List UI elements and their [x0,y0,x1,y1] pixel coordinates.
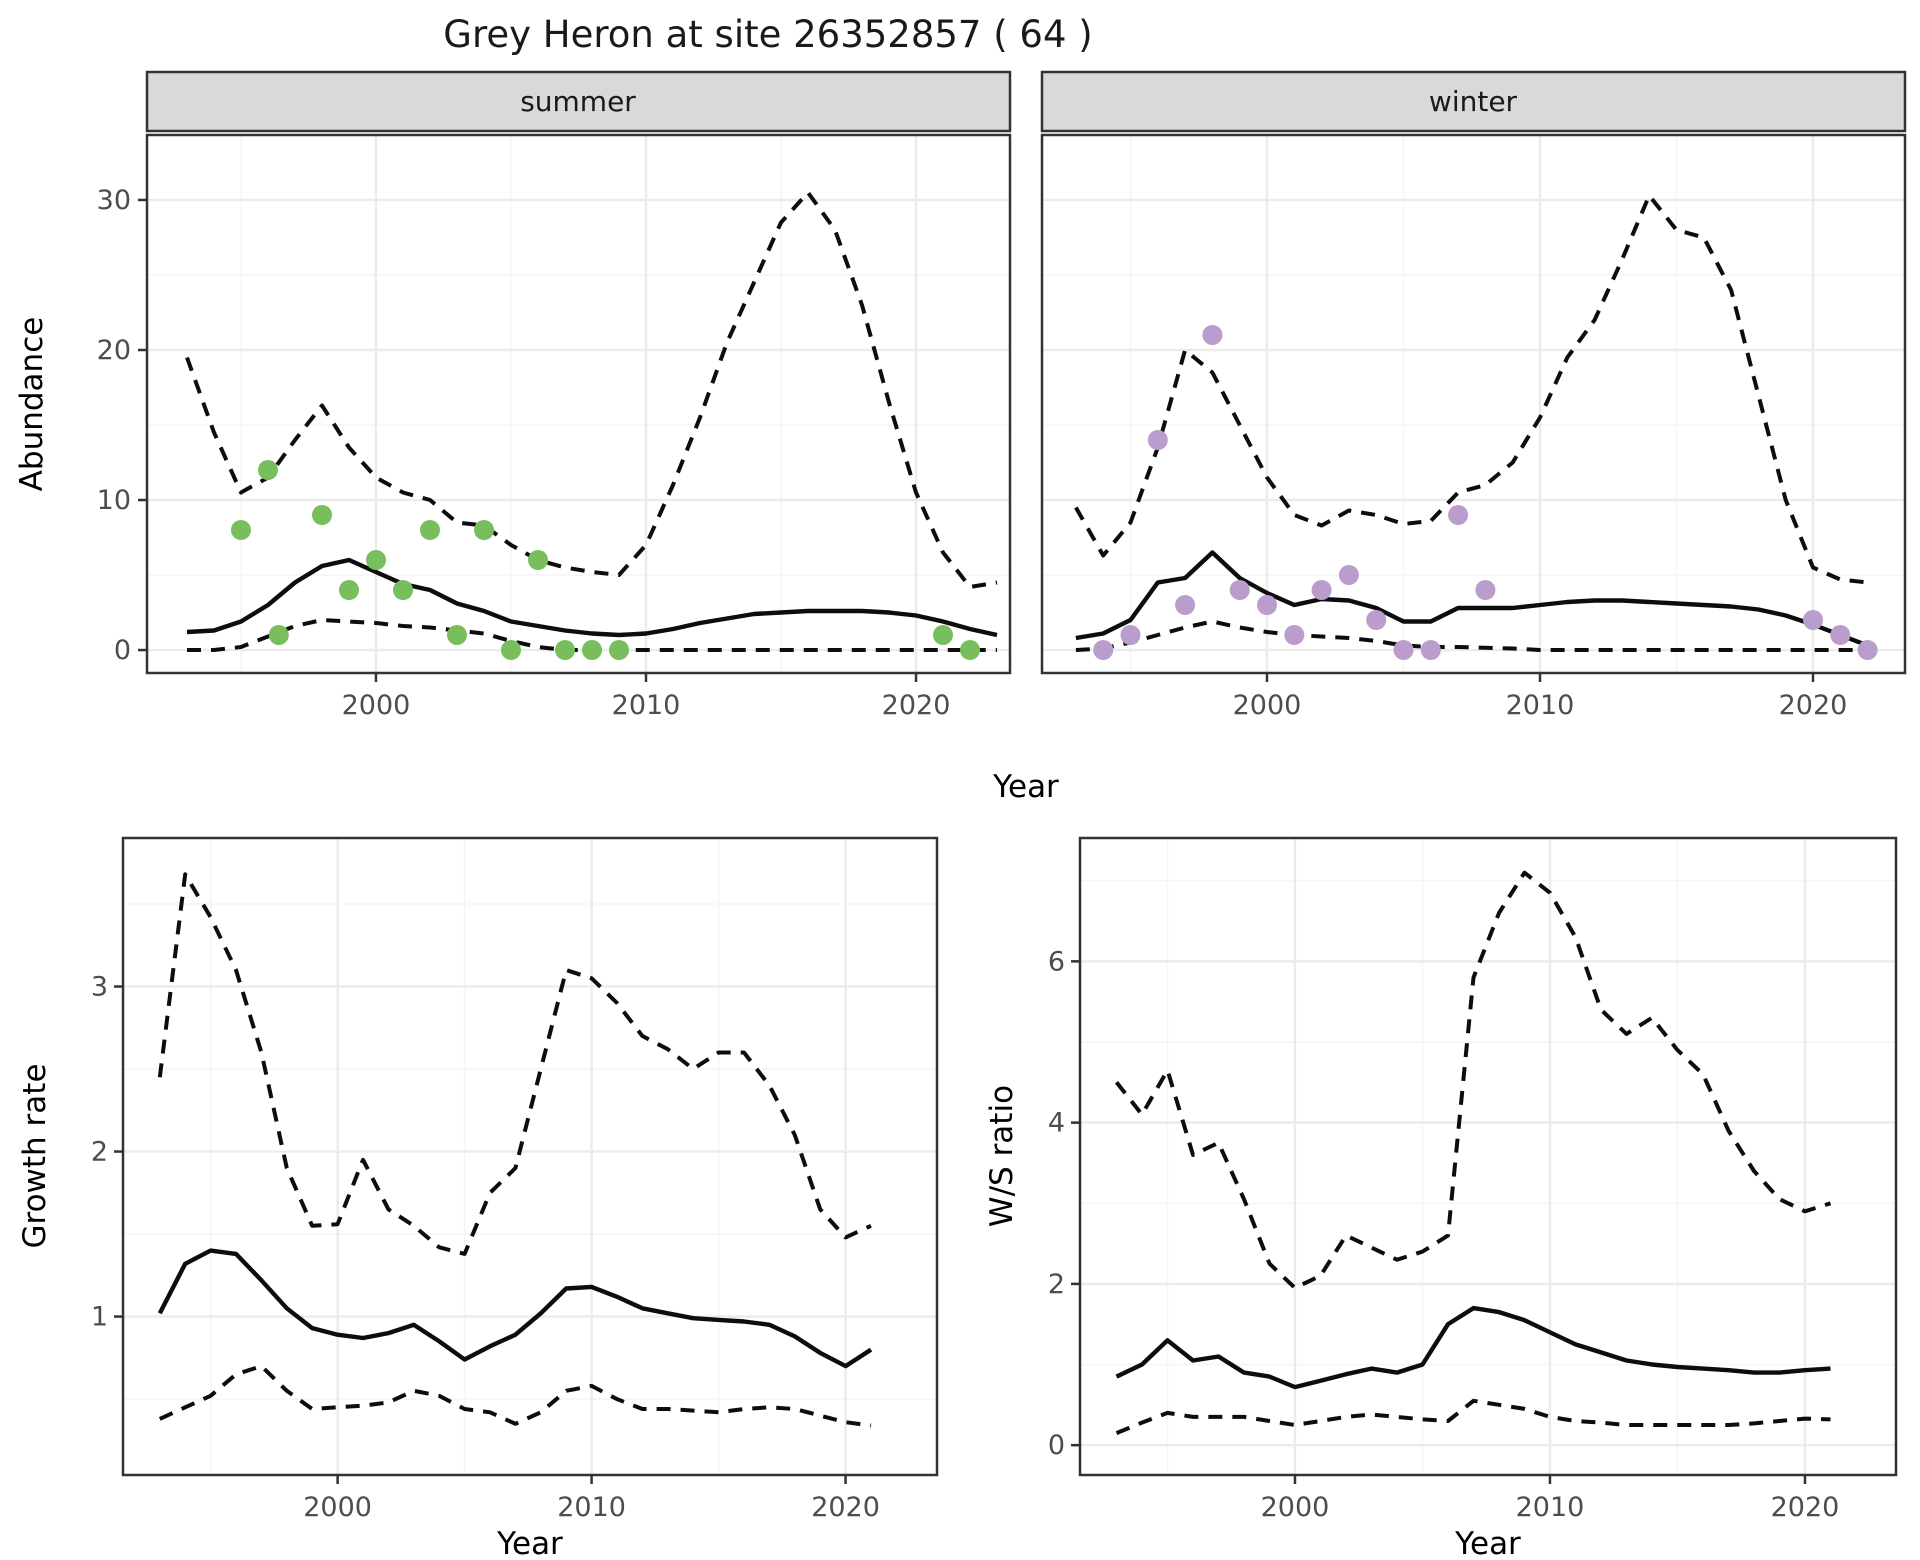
data-point-winter [1202,325,1223,345]
data-point-summer [501,640,521,660]
panel-background [147,135,1010,673]
data-point-winter [1857,640,1878,660]
data-point-winter [1803,610,1823,630]
panel-background [1080,838,1896,1475]
x-axis-title-top: Year [992,769,1059,805]
data-point-winter [1420,640,1441,660]
series-lower_ci-line [158,1364,872,1428]
series-upper_ci-line [157,872,872,1256]
x-tick-label: 2010 [1516,1492,1585,1523]
data-point-winter [1229,580,1250,600]
x-tick-label: 2020 [882,690,951,721]
data-point-summer [960,640,980,660]
x-tick-label: 2000 [303,1492,372,1523]
data-point-summer [447,625,467,645]
data-point-winter [1393,640,1414,660]
plot-title: Grey Heron at site 26352857 ( 64 ) [443,13,1092,56]
y-tick-label: 30 [97,185,131,216]
x-tick-label: 2020 [1779,690,1848,721]
data-point-summer [312,505,332,525]
panel-border [1078,836,1898,1477]
panel-border [121,836,939,1477]
data-point-winter [1475,580,1496,600]
data-point-summer [528,550,548,570]
data-point-winter [1093,640,1114,660]
x-tick-label: 2020 [1771,1492,1840,1523]
panel-background [123,838,937,1475]
y-axis-title-growth-rate: Growth rate [17,1063,53,1248]
y-axis-title-abundance: Abundance [14,317,50,492]
data-point-summer [933,625,953,645]
series-median-line [186,557,998,638]
data-point-summer [474,520,494,540]
series-upper_ci-line [1074,193,1868,585]
y-tick-label: 0 [1048,1430,1065,1461]
data-point-summer [231,520,251,540]
data-point-summer [258,460,278,480]
x-tick-label: 2000 [342,690,411,721]
data-point-winter [1147,430,1168,450]
series-lower_ci-line [1115,1398,1831,1435]
facet-strip-label-winter: winter [1429,85,1518,118]
y-tick-label: 10 [97,485,131,516]
x-tick-label: 2010 [557,1492,626,1523]
x-axis-title-ws: Year [1454,1526,1521,1560]
x-tick-label: 2010 [1506,690,1575,721]
data-point-winter [1311,580,1332,600]
series-median-line [157,1248,873,1369]
data-point-summer [582,640,602,660]
data-point-winter [1175,595,1196,615]
series-upper_ci-line [1114,870,1832,1290]
facet-strip-winter [1040,70,1907,133]
panel-ws-ratio: 2000 2010 2020 0 2 4 6 [1048,836,1898,1523]
data-point-winter [1338,565,1359,585]
y-tick-label: 2 [1048,1269,1065,1300]
data-point-winter [1120,625,1141,645]
data-point-summer [420,520,440,540]
data-point-summer [393,580,413,600]
panel-abundance-winter: 2000 2010 2020 [1040,133,1907,721]
series-median-line [1075,550,1869,648]
y-tick-label: 4 [1048,1108,1065,1139]
data-point-summer [555,640,575,660]
data-point-summer [268,625,289,645]
panel-abundance-summer: 2000 2010 2020 0 10 20 30 [97,133,1012,721]
data-point-winter [1830,625,1851,645]
y-tick-label: 1 [91,1302,108,1333]
facet-strip-label-summer: summer [520,85,636,118]
series-upper_ci-line [185,190,998,589]
y-tick-label: 2 [91,1137,108,1168]
data-point-winter [1257,595,1277,615]
data-point-winter [1366,610,1387,630]
y-tick-label: 0 [114,635,131,666]
data-point-summer [609,640,629,660]
data-point-summer [339,580,359,600]
facet-strips: summer winter [145,70,1907,133]
panel-border [145,133,1012,675]
x-tick-label: 2000 [1261,1492,1330,1523]
facet-strip-summer [145,70,1012,133]
x-tick-label: 2000 [1233,690,1302,721]
x-tick-label: 2010 [612,690,681,721]
y-tick-label: 6 [1048,946,1065,977]
x-axis-title-growth: Year [496,1526,563,1560]
data-point-summer [366,550,386,570]
data-point-winter [1284,625,1305,645]
series-median-line [1115,1305,1831,1390]
y-tick-label: 20 [97,335,131,366]
panel-growth-rate: 2000 2010 2020 1 2 3 [91,836,939,1523]
data-point-winter [1448,505,1469,525]
y-axis-title-ws-ratio: W/S ratio [984,1085,1020,1227]
y-tick-label: 3 [91,972,108,1003]
panel-border [1040,133,1907,675]
x-tick-label: 2020 [811,1492,880,1523]
